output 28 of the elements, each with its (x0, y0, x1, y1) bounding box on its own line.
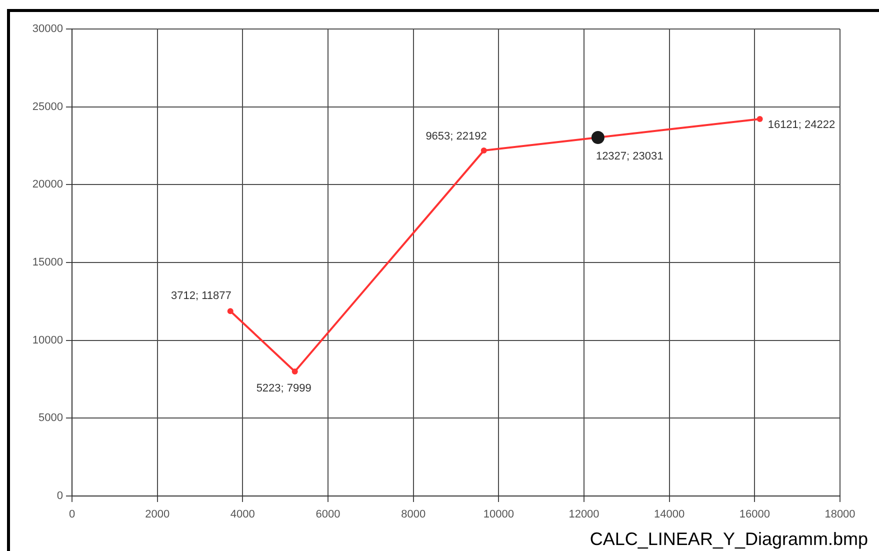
data-label: 12327; 23031 (596, 150, 664, 163)
point (292, 368, 298, 374)
x-tick-label: 18000 (824, 508, 856, 521)
y-tick-label: 25000 (32, 100, 63, 113)
x-tick-label: 12000 (568, 508, 600, 521)
point (480, 148, 487, 154)
x-tick-label: 4000 (230, 508, 255, 521)
x-tick-label: 16000 (739, 508, 770, 521)
y-tick-label: 30000 (32, 23, 63, 36)
x-tick-label: 0 (68, 508, 76, 521)
x-tick-label: 14000 (654, 508, 685, 521)
x-tick-label: 10000 (483, 508, 514, 521)
x-tick-label: 6000 (316, 508, 340, 521)
data-label: 5223; 7999 (256, 382, 312, 395)
point (227, 308, 234, 314)
point (591, 130, 604, 144)
x-tick-label: 8000 (401, 508, 426, 521)
data-label: 16121; 24222 (768, 118, 836, 131)
data-label: 9653; 22192 (426, 130, 487, 143)
y-tick-label: 20000 (32, 178, 63, 191)
point (756, 116, 763, 122)
text: CALC_LINEAR_Y_Diagramm.bmp (590, 529, 868, 550)
y-tick-label: 15000 (32, 256, 63, 269)
y-tick-label: 5000 (38, 412, 63, 424)
data-label: 3712; 11877 (171, 290, 232, 302)
y-tick-label: 10000 (32, 334, 63, 346)
y-tick-label: 0 (56, 490, 63, 502)
x-tick-label: 2000 (145, 508, 170, 521)
